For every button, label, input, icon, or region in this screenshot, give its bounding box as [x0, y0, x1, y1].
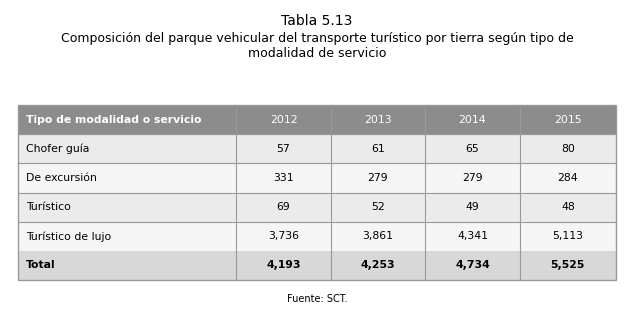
Bar	[425, 134, 520, 163]
Text: 279: 279	[462, 173, 483, 183]
Text: 69: 69	[276, 202, 290, 212]
Bar	[236, 134, 331, 163]
Text: 2014: 2014	[458, 115, 486, 125]
Text: 3,861: 3,861	[363, 231, 394, 241]
Bar	[425, 163, 520, 192]
Bar	[18, 134, 236, 163]
Bar	[425, 192, 520, 222]
Bar	[236, 222, 331, 251]
Bar	[520, 251, 616, 280]
Bar	[18, 192, 236, 222]
Text: Turístico: Turístico	[26, 202, 71, 212]
Bar	[520, 105, 616, 134]
Text: 284: 284	[557, 173, 578, 183]
Text: 5,525: 5,525	[551, 260, 585, 270]
Bar	[18, 251, 236, 280]
Bar	[425, 251, 520, 280]
Text: Chofer guía: Chofer guía	[26, 143, 89, 154]
Text: 52: 52	[371, 202, 385, 212]
Bar	[236, 251, 331, 280]
Text: 49: 49	[465, 202, 479, 212]
Text: 61: 61	[371, 144, 385, 154]
Text: Composición del parque vehicular del transporte turístico por tierra según tipo : Composición del parque vehicular del tra…	[61, 32, 573, 60]
Text: 4,734: 4,734	[455, 260, 490, 270]
Text: Tabla 5.13: Tabla 5.13	[281, 14, 353, 28]
Text: 4,253: 4,253	[361, 260, 396, 270]
Text: 4,341: 4,341	[457, 231, 488, 241]
Bar	[331, 192, 425, 222]
Text: 2012: 2012	[269, 115, 297, 125]
Bar	[18, 222, 236, 251]
Text: Turístico de lujo: Turístico de lujo	[26, 231, 111, 241]
Bar	[331, 163, 425, 192]
Bar	[18, 105, 236, 134]
Text: 2013: 2013	[364, 115, 392, 125]
Text: 57: 57	[276, 144, 290, 154]
Bar	[331, 134, 425, 163]
Bar	[236, 105, 331, 134]
Bar	[520, 134, 616, 163]
Text: 65: 65	[465, 144, 479, 154]
Bar	[520, 222, 616, 251]
Bar	[425, 222, 520, 251]
Bar	[236, 163, 331, 192]
Bar	[236, 192, 331, 222]
Bar	[520, 163, 616, 192]
Bar	[18, 105, 616, 280]
Bar	[331, 251, 425, 280]
Text: 5,113: 5,113	[552, 231, 583, 241]
Text: 48: 48	[561, 202, 575, 212]
Text: 2015: 2015	[554, 115, 581, 125]
Text: 331: 331	[273, 173, 294, 183]
Text: 4,193: 4,193	[266, 260, 301, 270]
Text: De excursión: De excursión	[26, 173, 97, 183]
Text: 279: 279	[368, 173, 388, 183]
Bar	[331, 105, 425, 134]
Text: Tipo de modalidad o servicio: Tipo de modalidad o servicio	[26, 115, 202, 125]
Bar	[425, 105, 520, 134]
Bar	[18, 163, 236, 192]
Text: Total: Total	[26, 260, 56, 270]
Bar	[331, 222, 425, 251]
Text: 3,736: 3,736	[268, 231, 299, 241]
Text: Fuente: SCT.: Fuente: SCT.	[287, 294, 347, 304]
Bar	[520, 192, 616, 222]
Text: 80: 80	[561, 144, 575, 154]
